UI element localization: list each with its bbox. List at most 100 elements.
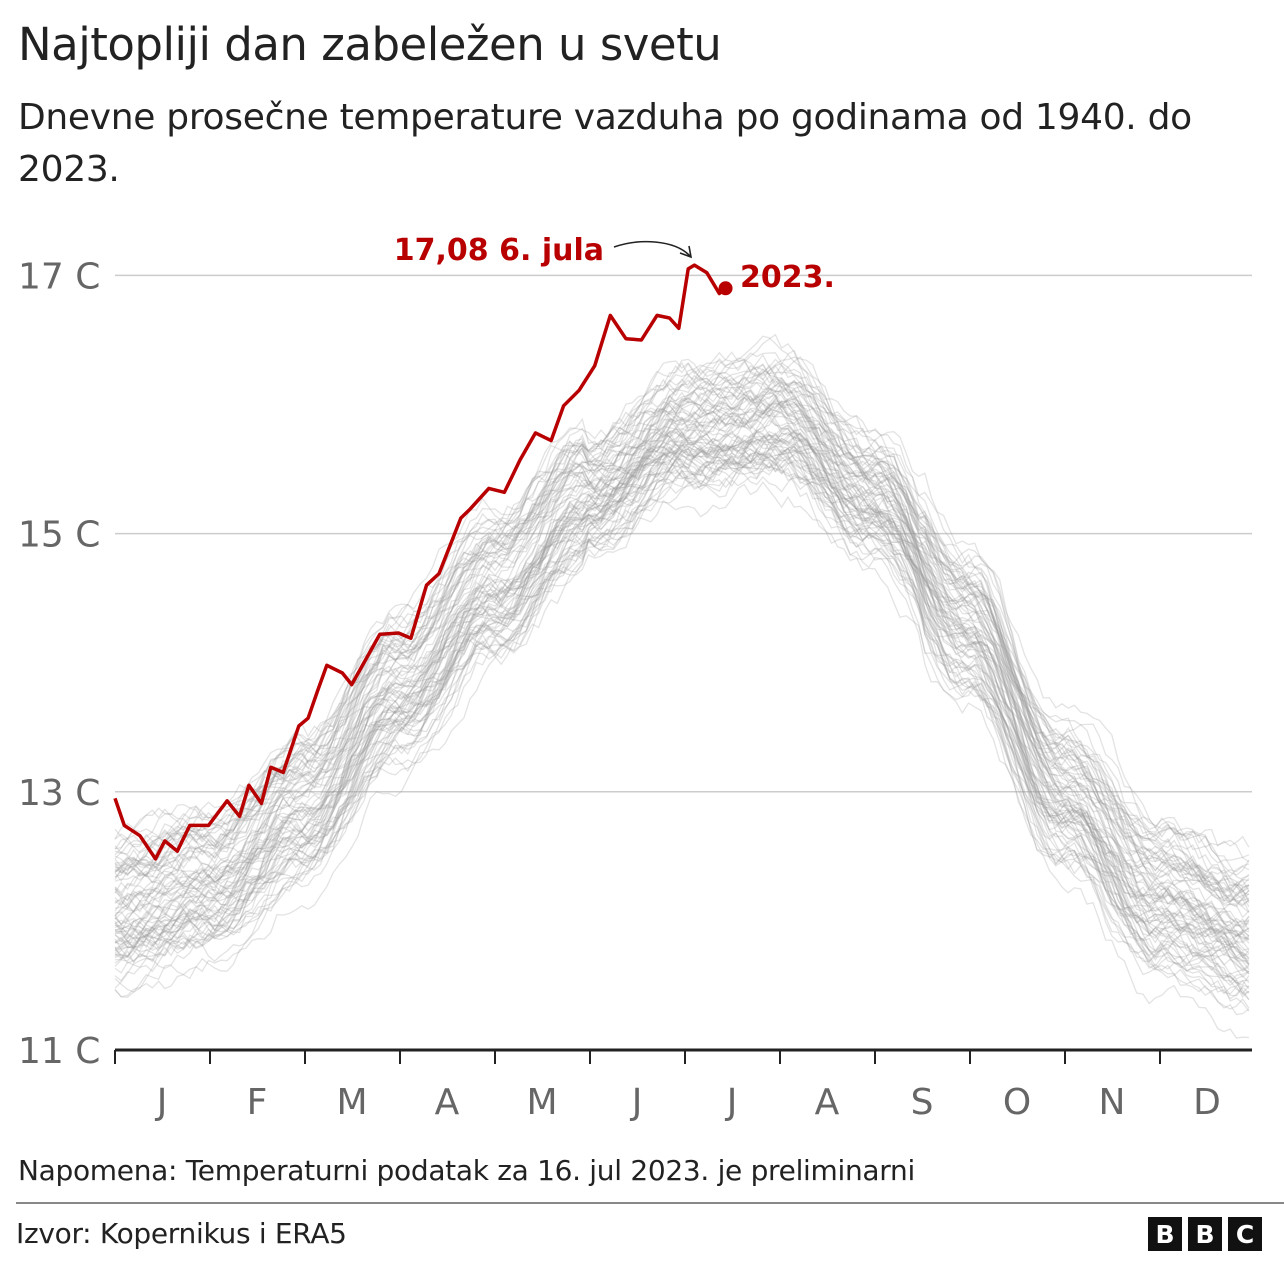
year-line <box>114 405 1250 943</box>
year-line <box>114 381 1250 905</box>
year-line <box>114 455 1249 1000</box>
series-2023-endpoint <box>718 281 733 296</box>
year-line <box>114 399 1249 925</box>
y-tick-label: 15 C <box>18 515 100 556</box>
x-tick-label: F <box>247 1082 268 1123</box>
year-line <box>114 400 1250 928</box>
year-line <box>115 364 1250 886</box>
year-line <box>114 430 1250 973</box>
year-line <box>114 353 1250 896</box>
year-line <box>114 451 1250 995</box>
x-tick-label: A <box>435 1082 460 1123</box>
year-line <box>114 419 1250 939</box>
y-tick-label: 11 C <box>18 1031 100 1072</box>
year-line <box>114 364 1250 894</box>
year-line <box>114 441 1250 1001</box>
source: Izvor: Kopernikus i ERA5 <box>16 1217 347 1250</box>
year-line <box>114 444 1250 1001</box>
x-tick-label: J <box>725 1082 738 1123</box>
year-line <box>114 432 1250 952</box>
year-line <box>114 429 1250 973</box>
year-line <box>114 436 1250 975</box>
x-tick-label: M <box>336 1082 367 1123</box>
year-line <box>114 433 1250 959</box>
year-line <box>114 415 1249 927</box>
year-line <box>114 427 1250 970</box>
year-line <box>114 447 1249 962</box>
year-line <box>114 460 1250 984</box>
year-line <box>114 439 1250 960</box>
year-line <box>114 366 1250 913</box>
footnote: Napomena: Temperaturni podatak za 16. ju… <box>18 1154 915 1187</box>
year-line <box>114 387 1250 938</box>
year-line <box>114 397 1250 902</box>
year-line <box>114 400 1250 929</box>
year-line <box>114 406 1250 916</box>
year-line <box>114 385 1250 906</box>
year-line <box>114 438 1250 986</box>
year-line <box>114 443 1250 965</box>
year-line <box>114 351 1250 882</box>
year-line <box>114 390 1250 932</box>
year-line <box>114 456 1249 984</box>
logo-letter: B <box>1148 1217 1182 1251</box>
year-line <box>114 447 1250 995</box>
series-label-2023: 2023. <box>740 260 835 295</box>
year-line <box>114 431 1250 978</box>
year-line <box>114 363 1250 897</box>
year-line <box>114 356 1250 889</box>
x-tick-label: J <box>630 1082 643 1123</box>
divider <box>16 1202 1284 1204</box>
x-tick-label: O <box>1003 1082 1031 1123</box>
year-line <box>114 400 1250 932</box>
annotation-arrow <box>613 240 693 259</box>
chart-title: Najtopliji dan zabeležen u svetu <box>18 18 722 71</box>
chart-subtitle: Dnevne prosečne temperature vazduha po g… <box>18 97 1192 190</box>
year-line <box>114 438 1250 961</box>
year-line <box>114 455 1250 996</box>
year-line <box>114 445 1250 957</box>
year-line <box>114 439 1250 975</box>
y-tick-label: 13 C <box>18 773 100 814</box>
year-line <box>114 381 1250 901</box>
year-line <box>114 458 1250 998</box>
year-line <box>114 380 1250 908</box>
year-line <box>114 480 1249 1039</box>
year-line <box>114 368 1250 898</box>
x-tick-label: A <box>815 1082 840 1123</box>
year-line <box>114 335 1250 848</box>
x-tick-label: N <box>1099 1082 1126 1123</box>
year-line <box>114 333 1250 887</box>
year-line <box>114 399 1250 940</box>
x-tick-label: J <box>155 1082 168 1123</box>
year-line <box>114 456 1250 1016</box>
x-tick-label: D <box>1193 1082 1221 1123</box>
year-line <box>114 376 1250 864</box>
year-line <box>114 400 1250 935</box>
year-line <box>114 429 1250 957</box>
x-tick-label: M <box>526 1082 557 1123</box>
year-line <box>114 353 1250 876</box>
year-line <box>114 394 1250 959</box>
year-line <box>114 396 1250 919</box>
year-line <box>114 437 1250 965</box>
year-line <box>114 394 1250 941</box>
year-line <box>114 394 1250 875</box>
year-line <box>114 402 1250 946</box>
year-line <box>114 381 1250 892</box>
x-tick-label: S <box>911 1082 934 1123</box>
year-line <box>114 370 1250 902</box>
year-line <box>114 390 1250 893</box>
year-line <box>114 384 1250 907</box>
peak-annotation: 17,08 6. jula <box>394 233 604 268</box>
logo-letter: C <box>1228 1217 1262 1251</box>
year-line <box>114 360 1250 894</box>
year-line <box>114 452 1250 997</box>
year-line <box>114 404 1250 941</box>
year-line <box>114 454 1250 1012</box>
year-line <box>114 409 1250 944</box>
year-line <box>114 417 1250 944</box>
y-tick-label: 17 C <box>18 256 100 297</box>
